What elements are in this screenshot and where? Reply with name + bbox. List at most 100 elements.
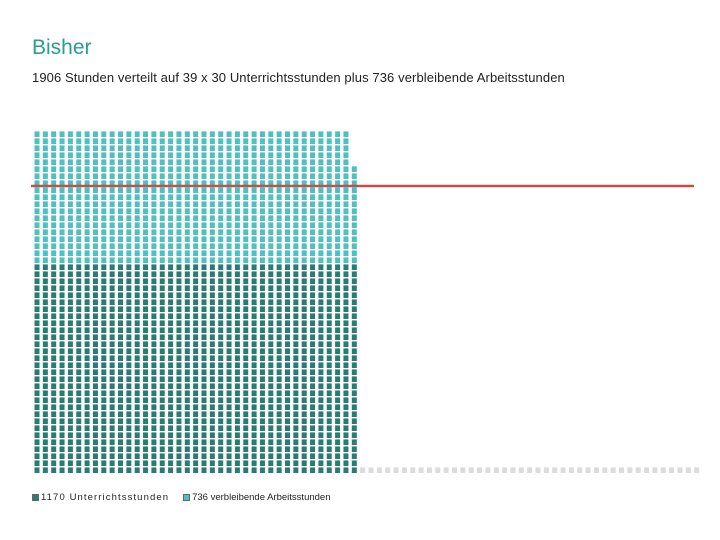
- cell-unterricht: [168, 425, 174, 431]
- cell-arbeit: [351, 215, 357, 221]
- cell-arbeit: [51, 187, 57, 193]
- cell-arbeit: [251, 208, 257, 214]
- cell-unterricht: [268, 439, 274, 445]
- cell-unterricht: [301, 418, 307, 424]
- cell-unterricht: [326, 418, 332, 424]
- cell-arbeit: [126, 180, 132, 186]
- cell-leer: [568, 467, 574, 473]
- cell-unterricht: [168, 313, 174, 319]
- cell-unterricht: [34, 369, 40, 375]
- cell-unterricht: [84, 271, 90, 277]
- cell-arbeit: [226, 215, 232, 221]
- cell-unterricht: [101, 460, 107, 466]
- cell-unterricht: [193, 439, 199, 445]
- cell-unterricht: [318, 292, 324, 298]
- cell-unterricht: [201, 348, 207, 354]
- cell-arbeit: [301, 222, 307, 228]
- cell-arbeit: [193, 243, 199, 249]
- cell-unterricht: [168, 467, 174, 473]
- cell-unterricht: [159, 285, 165, 291]
- cell-unterricht: [34, 355, 40, 361]
- cell-unterricht: [42, 383, 48, 389]
- cell-unterricht: [126, 348, 132, 354]
- cell-unterricht: [268, 264, 274, 270]
- cell-arbeit: [318, 138, 324, 144]
- cell-arbeit: [92, 243, 98, 249]
- cell-arbeit: [276, 187, 282, 193]
- cell-unterricht: [151, 418, 157, 424]
- cell-arbeit: [34, 250, 40, 256]
- cell-arbeit: [226, 229, 232, 235]
- cell-arbeit: [310, 159, 316, 165]
- cell-arbeit: [226, 138, 232, 144]
- cell-unterricht: [310, 292, 316, 298]
- cell-arbeit: [218, 145, 224, 151]
- cell-unterricht: [276, 306, 282, 312]
- cell-arbeit: [109, 215, 115, 221]
- cell-unterricht: [251, 299, 257, 305]
- cell-arbeit: [151, 215, 157, 221]
- cell-unterricht: [67, 404, 73, 410]
- cell-unterricht: [243, 383, 249, 389]
- cell-arbeit: [193, 236, 199, 242]
- cell-arbeit: [209, 236, 215, 242]
- cell-unterricht: [218, 411, 224, 417]
- cell-unterricht: [301, 432, 307, 438]
- cell-arbeit: [34, 229, 40, 235]
- cell-unterricht: [276, 299, 282, 305]
- cell-unterricht: [251, 362, 257, 368]
- cell-unterricht: [226, 341, 232, 347]
- cell-unterricht: [92, 425, 98, 431]
- cell-arbeit: [67, 215, 73, 221]
- cell-unterricht: [159, 327, 165, 333]
- cell-unterricht: [343, 299, 349, 305]
- cell-arbeit: [335, 201, 341, 207]
- cell-arbeit: [176, 257, 182, 263]
- cell-unterricht: [326, 411, 332, 417]
- cell-unterricht: [34, 425, 40, 431]
- cell-unterricht: [59, 278, 65, 284]
- cell-unterricht: [159, 460, 165, 466]
- cell-unterricht: [159, 348, 165, 354]
- cell-unterricht: [84, 369, 90, 375]
- cell-leer: [552, 467, 558, 473]
- cell-unterricht: [101, 446, 107, 452]
- cell-unterricht: [301, 341, 307, 347]
- cell-unterricht: [318, 320, 324, 326]
- cell-arbeit: [251, 257, 257, 263]
- cell-unterricht: [268, 278, 274, 284]
- cell-unterricht: [268, 390, 274, 396]
- cell-arbeit: [326, 243, 332, 249]
- cell-unterricht: [67, 425, 73, 431]
- cell-unterricht: [184, 306, 190, 312]
- cell-arbeit: [34, 180, 40, 186]
- cell-unterricht: [318, 418, 324, 424]
- cell-arbeit: [118, 208, 123, 214]
- cell-unterricht: [84, 460, 90, 466]
- cell-unterricht: [51, 313, 57, 319]
- cell-unterricht: [67, 362, 73, 368]
- cell-unterricht: [276, 446, 282, 452]
- cell-unterricht: [101, 264, 107, 270]
- cell-unterricht: [310, 341, 316, 347]
- cell-arbeit: [226, 250, 232, 256]
- cell-arbeit: [59, 180, 65, 186]
- cell-arbeit: [335, 187, 341, 193]
- cell-unterricht: [134, 341, 140, 347]
- cell-unterricht: [259, 397, 265, 403]
- cell-unterricht: [143, 411, 149, 417]
- cell-arbeit: [335, 222, 341, 228]
- cell-arbeit: [318, 201, 324, 207]
- cell-unterricht: [209, 306, 215, 312]
- cell-arbeit: [143, 166, 149, 172]
- cell-unterricht: [134, 320, 140, 326]
- cell-unterricht: [326, 285, 332, 291]
- cell-arbeit: [168, 159, 174, 165]
- cell-unterricht: [176, 432, 182, 438]
- cell-unterricht: [59, 460, 65, 466]
- cell-arbeit: [59, 243, 65, 249]
- cell-unterricht: [109, 453, 115, 459]
- cell-unterricht: [234, 320, 240, 326]
- cell-arbeit: [243, 208, 249, 214]
- cell-arbeit: [134, 131, 140, 137]
